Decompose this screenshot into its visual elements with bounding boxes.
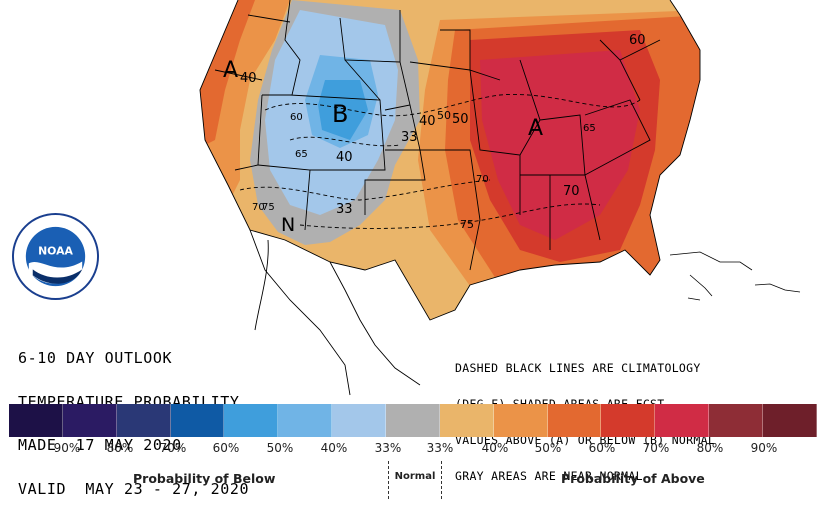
outlook-title-block: 6-10 DAY OUTLOOK TEMPERATURE PROBABILITY…: [18, 322, 249, 511]
climatology-isolines: [239, 93, 641, 229]
probability-shading: [200, 0, 700, 320]
tick-label: 60%: [212, 441, 240, 455]
colorbar-swatch: [386, 404, 440, 437]
contour-label: 75: [460, 218, 474, 231]
note-line: VALUES ABOVE (A) OR BELOW (B) NORMAL: [455, 433, 716, 447]
region-label-n: N: [281, 214, 295, 236]
tick-label: 40%: [320, 441, 348, 455]
colorbar-swatch: [278, 404, 333, 437]
mexico-outline: [249, 229, 421, 396]
colorbar-swatch: [332, 404, 387, 437]
outlook-map: A B A N 40 60 65 40 33 40 50 50 60 65 70…: [199, 0, 801, 396]
region-label-b: B: [332, 100, 348, 128]
tick-label: 90%: [750, 441, 778, 455]
contour-label: 33: [401, 130, 418, 145]
contour-label: 33: [336, 202, 353, 217]
tick-label: 80%: [106, 441, 134, 455]
noaa-logo: NOAA: [11, 212, 100, 301]
colorbar-swatch: [439, 404, 494, 437]
colorbar-swatch: [547, 404, 602, 437]
region-label-a-east: A: [528, 116, 543, 141]
tick-label: 60%: [588, 441, 616, 455]
contour-label: 70: [252, 202, 265, 213]
colorbar-swatch: [709, 404, 764, 437]
note-line: GRAY AREAS ARE NEAR-NORMAL: [455, 469, 643, 483]
contour-label: 60: [290, 112, 303, 123]
noaa-logo-text: NOAA: [38, 245, 73, 258]
tick-label: 33%: [426, 441, 454, 455]
probability-colorbar: [9, 404, 817, 437]
tick-label: 80%: [696, 441, 724, 455]
tick-label: 90%: [53, 441, 81, 455]
caption-probability-above: Probability of Above: [561, 471, 705, 486]
shade-below-50: [318, 80, 368, 140]
contour-label: 70: [476, 174, 489, 185]
contour-label: 40: [419, 114, 436, 129]
region-label-a-west: A: [223, 58, 238, 83]
us-borders: [199, 0, 701, 321]
colorbar-swatch: [655, 404, 710, 437]
contour-label: 65: [583, 123, 596, 134]
normal-bracket: [388, 461, 442, 499]
valid-dates: VALID MAY 23 - 27, 2020: [18, 479, 250, 498]
colorbar-swatch: [601, 404, 656, 437]
contour-label: 50: [452, 112, 469, 127]
contour-label: 60: [629, 33, 646, 48]
contour-label: 75: [262, 202, 275, 213]
colorbar-swatch: [9, 404, 63, 437]
caption-normal: Normal: [394, 471, 436, 482]
colorbar-swatch: [224, 404, 279, 437]
made-date: MADE 17 MAY 2020: [18, 436, 182, 454]
colorbar-swatch: [116, 404, 171, 437]
colorbar-swatch: [763, 404, 817, 437]
contour-label: 40: [240, 71, 257, 86]
caption-probability-below: Probability of Below: [133, 471, 276, 486]
tick-label: 40%: [481, 441, 509, 455]
contour-label: 40: [336, 150, 353, 165]
tick-label: 70%: [159, 441, 187, 455]
note-line: DASHED BLACK LINES ARE CLIMATOLOGY: [455, 361, 701, 375]
colorbar-swatch: [170, 404, 225, 437]
contour-label: 70: [563, 184, 580, 199]
colorbar-ticks: 90% 80% 70% 60% 50% 40% 33% 33% 40% 50% …: [0, 441, 825, 457]
outlook-title: 6-10 DAY OUTLOOK: [18, 349, 173, 367]
tick-label: 50%: [534, 441, 562, 455]
contour-label: 50: [437, 109, 451, 122]
tick-label: 33%: [374, 441, 402, 455]
colorbar-swatch: [62, 404, 117, 437]
tick-label: 50%: [266, 441, 294, 455]
contour-label: 65: [295, 149, 308, 160]
caribbean-islands: [669, 251, 801, 301]
tick-label: 70%: [642, 441, 670, 455]
colorbar-swatch: [493, 404, 548, 437]
